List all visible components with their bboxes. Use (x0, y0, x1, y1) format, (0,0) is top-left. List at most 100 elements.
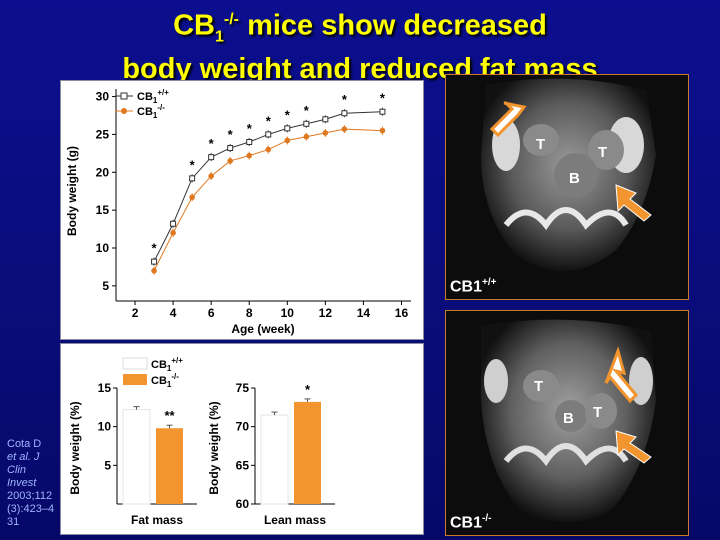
line-y-tick-label: 30 (96, 90, 110, 104)
mri-bottom-label-b: B (563, 410, 574, 427)
lean-significance: * (305, 382, 311, 397)
data-point-wildtype (246, 139, 253, 145)
data-point-wildtype (189, 175, 196, 182)
mri-image-knockout: T B T CB1-/- (445, 310, 689, 536)
line-y-tick-label: 15 (96, 203, 110, 217)
legend-label-wt: CB1+/+ (137, 88, 169, 105)
mri-organ-t2 (588, 130, 624, 170)
legend-swatch-wt (122, 357, 148, 370)
body-weight-line-chart: 5 10 15 20 25 30 2 4 6 8 10 12 14 16 * * * * * * * * * * CB1+/… (60, 80, 424, 340)
line-y-tick-label: 10 (96, 241, 110, 255)
legend-label-ko: CB1-/- (137, 103, 165, 120)
line-chart-axes: 5 10 15 20 25 30 2 4 6 8 10 12 14 16 (96, 89, 411, 320)
fat-significance: ** (164, 408, 175, 423)
arrow-icon-top-right (615, 184, 652, 222)
line-y-tick-label: 20 (96, 165, 110, 179)
mri-bottom-label-t1: T (534, 378, 543, 395)
significance-star: * (209, 136, 215, 151)
fat-y-tick-label: 5 (104, 458, 111, 472)
title-line1-suffix: mice show decreased (239, 9, 547, 42)
lean-y-tick-label: 65 (236, 458, 250, 472)
significance-star: * (190, 157, 196, 172)
fat-bar-wildtype (122, 409, 151, 505)
citation-author: Cota D (7, 438, 42, 450)
line-chart-legend: CB1+/+ CB1-/- (115, 88, 169, 120)
line-y-tick-label: 5 (102, 279, 109, 293)
mri-bottom-genotype-label: CB1-/- (450, 513, 491, 532)
series-line-wildtype (153, 111, 383, 262)
data-point-wildtype (208, 154, 215, 161)
data-point-wildtype (284, 125, 291, 132)
data-point-knockout (208, 173, 214, 179)
lean-bar-knockout (294, 401, 321, 504)
mri-bottom-label-sup: -/- (482, 513, 492, 524)
data-point-knockout (227, 158, 233, 164)
mri-top-label-t1: T (536, 136, 545, 153)
line-chart-svg: 5 10 15 20 25 30 2 4 6 8 10 12 14 16 * * * * * * * * * * CB1+/… (65, 88, 411, 336)
significance-star: * (380, 91, 386, 106)
data-point-knockout (246, 152, 253, 159)
title-cb: CB (173, 9, 215, 42)
data-point-knockout (303, 133, 310, 140)
mri-organ-t1-ko (523, 370, 559, 402)
bar-chart-marks: 5 10 15 ** Fat mass Body weight (%) 60 65 70 75 * L… (68, 381, 335, 527)
body-composition-bar-charts: CB1+/+ CB1-/- 5 10 15 ** Fat mass Body weight… (60, 343, 424, 535)
citation-journal: et al. J Clin Invest (7, 451, 40, 489)
line-x-tick-label: 16 (395, 306, 409, 320)
significance-star: * (266, 113, 272, 128)
data-point-knockout (151, 267, 157, 274)
data-point-wildtype (227, 145, 234, 152)
line-x-tick-label: 8 (246, 306, 253, 320)
significance-star: * (304, 103, 310, 118)
data-point-knockout (322, 130, 329, 136)
legend-marker-wt (120, 92, 128, 100)
fat-bar-knockout (156, 428, 183, 504)
fat-y-tick-label: 10 (98, 420, 112, 434)
mri-intestine (503, 207, 629, 231)
mri-bottom-label-t2: T (593, 404, 602, 421)
title-cb-sup: -/- (223, 11, 240, 28)
mri-knockout-svg: T B T (481, 319, 656, 522)
legend-swatch-ko (123, 374, 147, 385)
line-x-tick-label: 6 (208, 306, 215, 320)
line-x-tick-label: 12 (319, 306, 333, 320)
data-point-wildtype (265, 131, 272, 138)
mri-top-label-t2: T (598, 144, 607, 161)
citation: Cota D et al. J Clin Invest 2003;112(3):… (7, 438, 55, 529)
lean-y-axis-label: Body weight (%) (207, 401, 221, 494)
data-point-wildtype (341, 110, 348, 117)
title-line-1: CB1-/- mice show decreased (0, 4, 720, 53)
lean-y-tick-label: 60 (236, 497, 250, 511)
line-x-tick-label: 2 (132, 306, 139, 320)
mri-top-label-sup: +/+ (482, 277, 497, 288)
data-point-wildtype (379, 108, 386, 115)
mri-wildtype-svg: T T B (481, 78, 656, 272)
mri-bottom-label-base: CB1 (450, 514, 483, 532)
bar-chart-svg: CB1+/+ CB1-/- 5 10 15 ** Fat mass Body weight… (68, 356, 335, 527)
lean-x-axis-label: Lean mass (264, 513, 326, 527)
data-point-knockout (265, 146, 272, 153)
line-y-axis-label: Body weight (g) (65, 146, 79, 236)
data-point-wildtype (170, 220, 177, 227)
data-point-knockout (170, 230, 176, 236)
mri-top-genotype-label: CB1+/+ (450, 277, 496, 296)
line-x-tick-label: 4 (170, 306, 177, 320)
fat-x-axis-label: Fat mass (131, 513, 183, 527)
line-x-axis-label: Age (week) (231, 322, 294, 336)
data-point-knockout (189, 194, 195, 201)
arrow-icon-bottom-bottom (615, 430, 652, 464)
mri-top-label-base: CB1 (450, 278, 483, 296)
bar-chart-legend: CB1+/+ CB1-/- (122, 356, 183, 389)
significance-star: * (247, 121, 253, 136)
line-x-tick-label: 14 (357, 306, 371, 320)
arrow-icon-bottom-top (604, 346, 639, 404)
lean-y-tick-label: 75 (236, 381, 250, 395)
data-point-knockout (284, 137, 291, 144)
arrow-icon-top-left (489, 101, 527, 138)
data-point-wildtype (322, 116, 329, 123)
mri-organ-t2-ko (585, 393, 617, 429)
mri-organ-b-ko (555, 400, 587, 432)
fat-y-axis-label: Body weight (%) (68, 401, 82, 494)
significance-star: * (285, 107, 291, 122)
bar-legend-label-ko: CB1-/- (151, 372, 179, 389)
